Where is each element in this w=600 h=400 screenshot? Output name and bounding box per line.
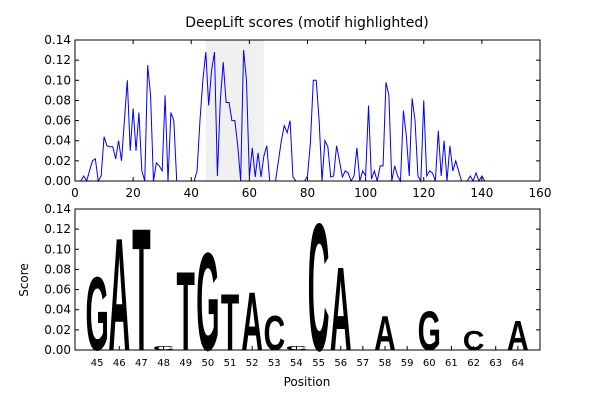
- x-tick-label: 0: [71, 186, 79, 200]
- y-tick-label: 0.06: [44, 283, 71, 297]
- x-tick-label: 53: [268, 358, 281, 369]
- x-tick-label: 56: [334, 358, 347, 369]
- x-tick-label: 63: [489, 358, 502, 369]
- x-tick-label: 51: [224, 358, 237, 369]
- x-tick-label: 48: [157, 358, 170, 369]
- x-tick-label: 58: [379, 358, 392, 369]
- x-tick-label: 160: [529, 186, 552, 200]
- x-tick-label: 61: [445, 358, 458, 369]
- x-axis-label: Position: [284, 375, 331, 389]
- logo-letter: A: [330, 244, 352, 376]
- x-tick-label: 45: [91, 358, 104, 369]
- x-tick-label: 20: [125, 186, 140, 200]
- logo-letter: C: [308, 185, 330, 389]
- chart-title: DeepLift scores (motif highlighted): [185, 15, 429, 31]
- x-tick-label: 60: [423, 358, 436, 369]
- y-tick-label: 0.12: [44, 222, 71, 236]
- y-tick-label: 0.08: [44, 93, 71, 107]
- y-axis-label: Score: [17, 263, 31, 297]
- logo-letter: G: [85, 256, 108, 373]
- x-tick-label: 55: [312, 358, 325, 369]
- x-tick-label: 50: [201, 358, 214, 369]
- x-tick-label: 40: [184, 186, 199, 200]
- x-tick-label: 57: [356, 358, 369, 369]
- x-tick-label: 59: [401, 358, 414, 369]
- x-tick-label: 52: [246, 358, 259, 369]
- y-tick-label: 0.08: [44, 262, 71, 276]
- x-tick-label: 62: [467, 358, 480, 369]
- x-tick-label: 54: [290, 358, 303, 369]
- logo-letter: G: [418, 299, 441, 363]
- logo-letter: A: [507, 312, 529, 359]
- y-tick-label: 0.12: [44, 53, 71, 67]
- logo-letter: G: [196, 224, 219, 380]
- x-tick-label: 64: [511, 358, 524, 369]
- logo-letter: C: [263, 305, 285, 360]
- y-tick-label: 0.00: [44, 174, 71, 188]
- y-tick-label: 0.02: [44, 323, 71, 337]
- plot-frame: [74, 39, 541, 182]
- x-tick-label: 80: [300, 186, 315, 200]
- y-tick-label: 0.10: [44, 242, 71, 256]
- y-tick-label: 0.00: [44, 343, 71, 357]
- y-tick-label: 0.10: [44, 73, 71, 87]
- x-tick-label: 46: [113, 358, 126, 369]
- x-tick-label: 140: [470, 186, 493, 200]
- logo-letter: C: [463, 326, 485, 357]
- logo-letter: A: [241, 275, 263, 368]
- logo-letter: A: [108, 204, 130, 385]
- y-tick-label: 0.14: [44, 33, 71, 47]
- data-line: [75, 50, 497, 183]
- plot-frame: [74, 208, 541, 351]
- y-tick-label: 0.04: [44, 134, 71, 148]
- logo-letter: T: [132, 191, 150, 388]
- logo-letter: T: [177, 250, 195, 374]
- y-tick-label: 0.14: [44, 202, 71, 216]
- logo-letter: T: [221, 277, 239, 367]
- y-tick-label: 0.06: [44, 114, 71, 128]
- y-tick-label: 0.04: [44, 303, 71, 317]
- x-tick-label: 47: [135, 358, 148, 369]
- y-tick-label: 0.02: [44, 154, 71, 168]
- x-tick-label: 60: [242, 186, 257, 200]
- x-tick-label: 49: [179, 358, 192, 369]
- x-tick-label: 100: [354, 186, 377, 200]
- logo-letter: A: [374, 305, 396, 360]
- x-tick-label: 120: [412, 186, 435, 200]
